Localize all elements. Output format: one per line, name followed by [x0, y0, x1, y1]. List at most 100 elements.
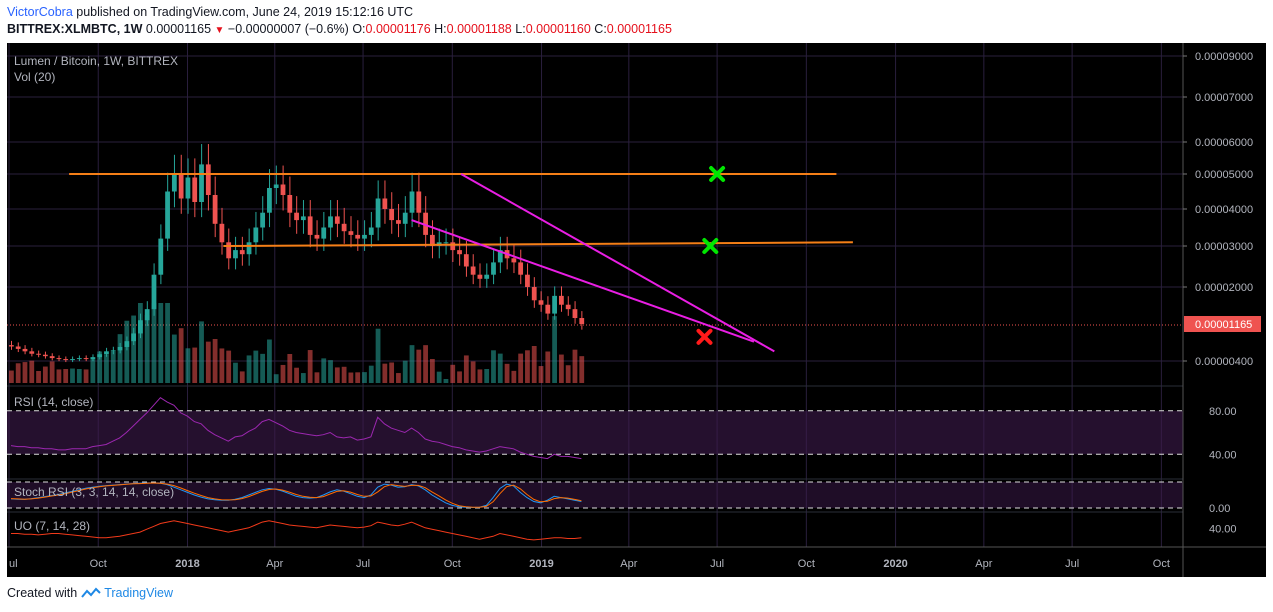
indicator-tick-label: 80.00 [1209, 406, 1237, 418]
candle-body [511, 258, 517, 263]
low-value: 0.00001160 [525, 22, 591, 36]
close-value: 0.00001165 [606, 22, 672, 36]
y-tick-label: 0.00000400 [1195, 356, 1253, 368]
volume-bar [22, 362, 28, 383]
candle-body [558, 295, 564, 305]
candle-body [552, 295, 557, 314]
candle-body [49, 356, 55, 359]
volume-bar [233, 362, 238, 383]
candle-body [267, 188, 272, 213]
volume-bar [334, 367, 340, 383]
candle-body [429, 234, 435, 246]
author-link[interactable]: VictorCobra [7, 5, 73, 19]
close-label: C: [594, 22, 607, 36]
volume-bar [138, 303, 143, 383]
candle-body [307, 216, 313, 235]
volume-bar [49, 361, 55, 383]
y-tick-label: 0.00007000 [1195, 92, 1253, 104]
x-tick-label: Apr [266, 558, 283, 570]
open-label: O: [352, 22, 366, 36]
volume-bar [463, 355, 469, 383]
volume-bar [355, 372, 361, 383]
candle-body [29, 351, 35, 354]
candle-body [158, 238, 164, 275]
candles [9, 144, 585, 363]
volume-bar [423, 345, 428, 383]
indicator-label: Stoch RSI (3, 3, 14, 14, close) [14, 485, 174, 499]
candle-body [341, 223, 347, 232]
x-tick-label: Jul [1065, 558, 1079, 570]
volume-bar [470, 361, 476, 383]
volume-bar [491, 350, 496, 383]
volume-bar [572, 349, 578, 383]
wedge-upper-line [460, 173, 775, 353]
candle-body [572, 309, 578, 319]
volume-bar [552, 316, 557, 383]
candle-body [545, 304, 551, 314]
candle-body [226, 242, 232, 259]
candle-body [477, 274, 483, 279]
candle-body [443, 242, 449, 244]
candle-body [171, 174, 177, 192]
volume-bar [219, 348, 225, 383]
candle-body [402, 212, 408, 224]
volume-bar [545, 351, 551, 383]
publish-line: VictorCobra published on TradingView.com… [7, 5, 413, 19]
open-value: 0.00001176 [365, 22, 431, 36]
candle-body [9, 345, 14, 347]
candle-body [280, 184, 286, 195]
candle-body [56, 358, 62, 360]
candle-body [497, 250, 503, 263]
candle-body [90, 357, 96, 360]
candle-body [375, 198, 381, 228]
chart-canvas[interactable]: RSI (14, close) Stoch RSI (3, 3, 14, 14, … [7, 43, 1266, 577]
candle-body [416, 191, 422, 213]
volume-bar [9, 370, 14, 383]
candle-body [117, 346, 123, 351]
volume-bar [90, 359, 96, 383]
target-marker [709, 166, 726, 182]
volume-bar [124, 320, 130, 383]
candle-body [457, 250, 462, 255]
stop-marker [696, 328, 713, 345]
candle-body [321, 227, 327, 239]
y-tick-label: 0.00009000 [1195, 51, 1253, 63]
volume-bar [538, 366, 544, 383]
candle-body [42, 354, 48, 357]
indicator-panes: RSI (14, close) Stoch RSI (3, 3, 14, 14, … [7, 385, 1266, 541]
last-price: 0.00001165 [145, 22, 212, 36]
indicator-label: RSI (14, close) [14, 395, 93, 409]
volume-bar [63, 369, 69, 383]
tradingview-link[interactable]: TradingView [104, 586, 173, 600]
candle-body [97, 354, 103, 358]
candle-body [396, 220, 401, 224]
volume-bar [199, 321, 204, 383]
candle-body [104, 351, 109, 355]
volume-bar [518, 353, 524, 383]
candle-body [518, 262, 524, 275]
x-tick-label: Oct [798, 558, 815, 570]
candle-body [22, 348, 28, 352]
volume-bar [144, 315, 150, 383]
indicator-tick-label: 40.00 [1209, 449, 1237, 461]
candle-body [463, 254, 469, 267]
candle-body [233, 250, 238, 259]
volume-bar [104, 354, 109, 383]
indicator-tick-label: 40.00 [1209, 524, 1237, 536]
candle-body [212, 195, 218, 224]
volume-bar [76, 369, 82, 383]
volume-bar [273, 374, 279, 383]
volume-bar [579, 356, 585, 383]
x-tick-label: Oct [1153, 558, 1170, 570]
candle-body [165, 191, 170, 239]
volume-bar [253, 350, 259, 383]
price-change: −0.00000007 (−0.6%) [227, 22, 349, 36]
volume-bar [416, 349, 422, 383]
wedge-lower-line [411, 219, 755, 343]
volume-bar [15, 363, 21, 383]
candle-body [15, 346, 21, 349]
volume-bar [97, 351, 103, 383]
x-tick-label: Jul [710, 558, 724, 570]
candle-body [450, 242, 456, 251]
volume-bar [42, 366, 48, 383]
